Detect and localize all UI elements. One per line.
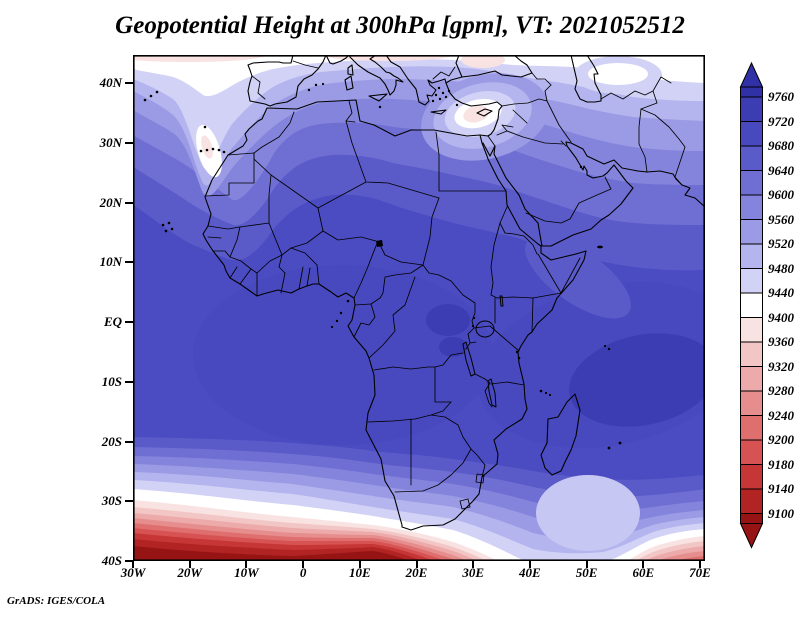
pale-pocket — [536, 475, 640, 551]
colorbar-label: 9720 — [768, 113, 794, 129]
colorbar-label: 9400 — [768, 309, 794, 325]
colorbar-label: 9480 — [768, 260, 794, 276]
colorbar-label: 9180 — [768, 456, 794, 472]
colorbar-segment — [740, 121, 763, 147]
colorbar-segment — [739, 523, 764, 549]
lon-tick-label: 40E — [519, 565, 541, 580]
colorbar-label: 9360 — [768, 334, 794, 349]
colorbar-segment — [740, 439, 763, 465]
lat-tick-label: 10S — [101, 373, 122, 389]
colorbar-label: 9100 — [768, 505, 794, 521]
contour-field — [133, 55, 705, 561]
lat-tick-label: 30S — [101, 493, 122, 509]
lat-tick — [125, 141, 133, 144]
plot-title: Geopotential Height at 300hPa [gpm], VT:… — [115, 12, 685, 39]
lat-tick-label: 40S — [101, 553, 122, 568]
lon-tick — [302, 561, 305, 568]
colorbar-label: 9440 — [768, 285, 794, 300]
lat-tick — [125, 560, 133, 562]
lat-tick-label: 20S — [101, 433, 122, 449]
colorbar-segment — [740, 86, 763, 98]
colorbar-segment — [740, 145, 763, 171]
colorbar-segment — [740, 415, 763, 441]
credit-text: GrADS: IGES/COLA — [7, 595, 106, 607]
map-plot-area — [133, 55, 705, 561]
lon-tick-label: 0 — [299, 565, 307, 580]
lon-tick — [699, 561, 701, 568]
colorbar-label: 9560 — [768, 211, 794, 227]
colorbar-segment — [740, 219, 763, 245]
lon-tick-label: 20W — [177, 565, 202, 580]
lat-tick — [125, 380, 133, 383]
colorbar-segment — [740, 366, 763, 392]
lon-tick-label: 30W — [120, 565, 146, 580]
colorbar-segment — [740, 292, 763, 318]
lon-tick — [188, 561, 191, 568]
lon-tick — [472, 561, 475, 568]
lon-tick — [642, 561, 645, 568]
lon-tick-label: 30E — [462, 565, 485, 580]
colorbar-label: 9520 — [768, 236, 794, 251]
colorbar-label: 9640 — [768, 162, 794, 178]
colorbar-segment — [740, 464, 763, 490]
colorbar-label: 9140 — [768, 481, 794, 496]
lon-tick-label: 60E — [632, 565, 655, 580]
colorbar-segment — [740, 488, 763, 514]
lon-tick-label: 10W — [234, 565, 259, 580]
colorbar-segment — [740, 513, 763, 524]
lon-tick — [245, 561, 248, 568]
colorbar-label: 9680 — [768, 138, 794, 153]
lat-tick — [125, 82, 133, 84]
colorbar-label: 9200 — [768, 432, 794, 447]
lat-tick-label: EQ — [103, 314, 122, 329]
lon-tick-label: 70E — [689, 565, 711, 580]
lat-tick-label: 40N — [99, 75, 122, 90]
lat-tick-label: 20N — [99, 194, 122, 210]
lon-tick — [358, 561, 361, 568]
colorbar-segment — [739, 61, 764, 88]
colorbar-segment — [740, 170, 763, 196]
colorbar-label: 9240 — [768, 407, 794, 423]
small-islands — [143, 82, 622, 450]
lon-tick — [132, 561, 134, 568]
colorbar-segment — [740, 390, 763, 416]
lat-tick — [125, 500, 133, 503]
colorbar-segment — [740, 317, 763, 343]
lon-tick-label: 10E — [348, 565, 371, 580]
colorbar-segment — [740, 243, 763, 269]
lat-tick — [125, 201, 133, 204]
lat-tick-label: 10N — [99, 254, 122, 270]
lat-tick — [125, 440, 133, 443]
colorbar-label: 9280 — [768, 383, 794, 398]
map-border — [133, 55, 705, 561]
colorbar-label: 9320 — [768, 358, 794, 374]
colorbar-segment — [740, 341, 763, 367]
colorbar-label: 9600 — [768, 187, 794, 202]
lon-tick — [585, 561, 588, 568]
country-borders — [204, 60, 686, 510]
colorbar — [739, 61, 764, 549]
lat-tick-label: 30N — [99, 134, 122, 150]
lon-tick — [528, 561, 531, 568]
colorbar-segment — [740, 96, 763, 122]
coastlines — [202, 55, 705, 531]
lon-tick — [415, 561, 418, 568]
colorbar-label: 9760 — [768, 89, 794, 104]
map-canvas — [133, 55, 705, 561]
lat-tick — [125, 261, 133, 264]
lon-tick-label: 20E — [405, 565, 428, 580]
colorbar-segment — [740, 194, 763, 220]
colorbar-segment — [740, 268, 763, 294]
lon-tick-label: 50E — [575, 565, 598, 580]
lat-tick — [125, 321, 133, 323]
